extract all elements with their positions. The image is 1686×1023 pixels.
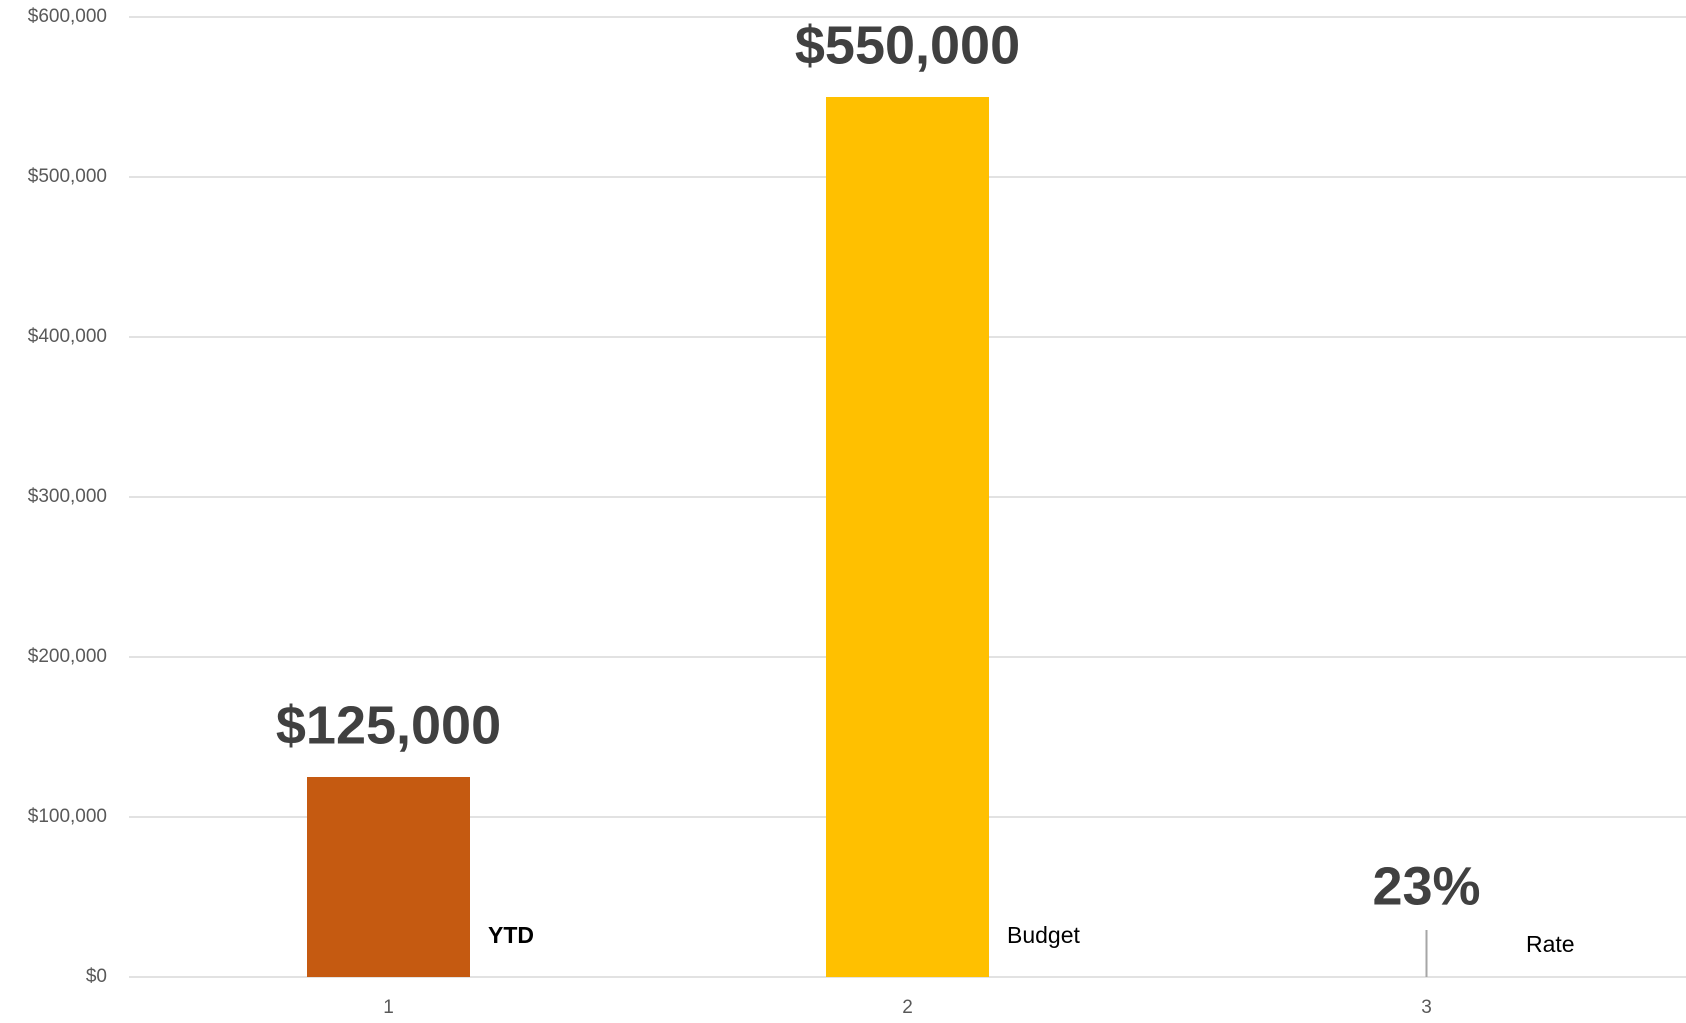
value-label: $125,000 — [276, 695, 501, 755]
x-tick-label: 3 — [1421, 997, 1432, 1018]
value-label: 23% — [1372, 856, 1480, 916]
y-tick-label: $500,000 — [28, 166, 107, 187]
y-tick-label: $100,000 — [28, 806, 107, 827]
y-tick-label: $0 — [86, 966, 107, 987]
series-label: YTD — [488, 922, 534, 948]
series-label: Budget — [1007, 922, 1081, 948]
y-tick-label: $300,000 — [28, 486, 107, 507]
x-tick-label: 2 — [902, 997, 913, 1018]
bar — [307, 777, 470, 977]
bar — [826, 97, 989, 977]
x-tick-label: 1 — [383, 997, 394, 1018]
value-label: $550,000 — [795, 15, 1020, 75]
series-label: Rate — [1526, 931, 1575, 957]
y-tick-label: $600,000 — [28, 6, 107, 27]
y-tick-label: $200,000 — [28, 646, 107, 667]
y-tick-label: $400,000 — [28, 326, 107, 347]
